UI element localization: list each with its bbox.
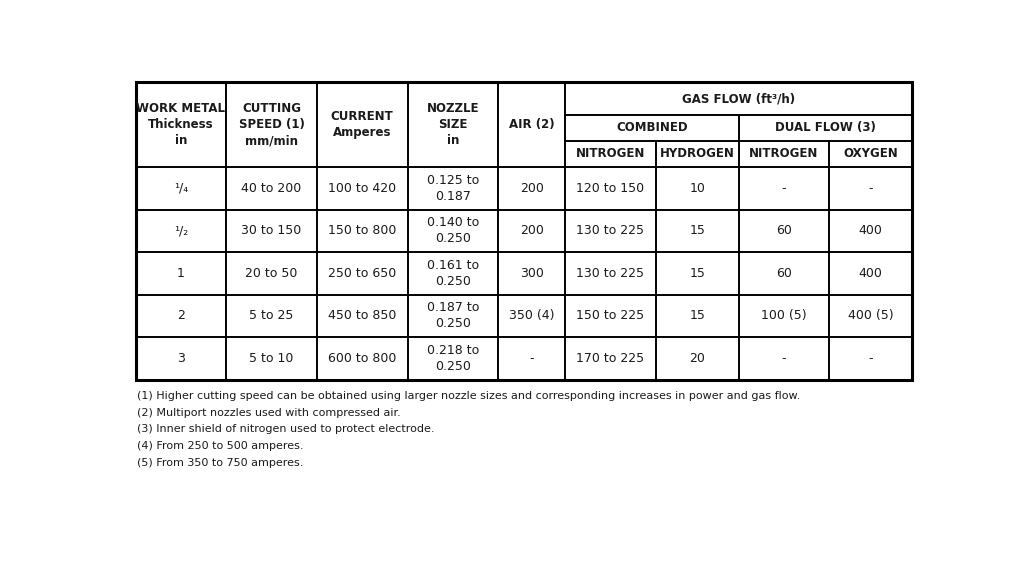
- Bar: [656, 252, 739, 294]
- Bar: [829, 337, 912, 380]
- Text: 120 to 150: 120 to 150: [576, 182, 645, 195]
- Bar: [136, 82, 912, 380]
- Bar: [136, 337, 226, 380]
- Bar: [226, 294, 317, 337]
- Text: OXYGEN: OXYGEN: [843, 147, 898, 161]
- Bar: [226, 167, 317, 210]
- Text: 20: 20: [689, 352, 705, 365]
- Text: 400 (5): 400 (5): [847, 309, 893, 323]
- Text: 130 to 225: 130 to 225: [576, 267, 645, 280]
- Bar: [739, 115, 912, 141]
- Bar: [656, 167, 739, 210]
- Bar: [656, 337, 739, 380]
- Text: 15: 15: [689, 267, 705, 280]
- Text: 150 to 225: 150 to 225: [576, 309, 645, 323]
- Text: 0.161 to
0.250: 0.161 to 0.250: [427, 259, 479, 288]
- Text: 0.125 to
0.187: 0.125 to 0.187: [427, 174, 479, 203]
- Text: 600 to 800: 600 to 800: [328, 352, 397, 365]
- Text: COMBINED: COMBINED: [616, 121, 688, 134]
- Text: (4) From 250 to 500 amperes.: (4) From 250 to 500 amperes.: [137, 441, 304, 451]
- Text: -: -: [869, 352, 873, 365]
- Bar: [829, 294, 912, 337]
- Bar: [739, 210, 829, 252]
- Bar: [498, 252, 565, 294]
- Text: 0.140 to
0.250: 0.140 to 0.250: [427, 217, 479, 245]
- Text: (3) Inner shield of nitrogen used to protect electrode.: (3) Inner shield of nitrogen used to pro…: [137, 425, 434, 434]
- Bar: [408, 167, 498, 210]
- Text: -: -: [782, 182, 786, 195]
- Bar: [317, 252, 408, 294]
- Text: 10: 10: [689, 182, 705, 195]
- Bar: [226, 210, 317, 252]
- Text: 130 to 225: 130 to 225: [576, 225, 645, 237]
- Bar: [656, 294, 739, 337]
- Text: AIR (2): AIR (2): [509, 118, 555, 131]
- Bar: [565, 252, 656, 294]
- Text: CURRENT
Amperes: CURRENT Amperes: [331, 110, 393, 139]
- Bar: [565, 82, 912, 115]
- Text: 0.187 to
0.250: 0.187 to 0.250: [426, 301, 479, 331]
- Bar: [565, 115, 739, 141]
- Text: ¹/₄: ¹/₄: [174, 182, 188, 195]
- Text: 150 to 800: 150 to 800: [328, 225, 397, 237]
- Bar: [136, 167, 226, 210]
- Bar: [498, 337, 565, 380]
- Text: DUAL FLOW (3): DUAL FLOW (3): [775, 121, 876, 134]
- Text: 30 to 150: 30 to 150: [241, 225, 301, 237]
- Bar: [829, 167, 912, 210]
- Text: 200: 200: [520, 225, 544, 237]
- Text: 300: 300: [520, 267, 544, 280]
- Text: 60: 60: [776, 225, 792, 237]
- Bar: [226, 82, 317, 167]
- Text: (5) From 350 to 750 amperes.: (5) From 350 to 750 amperes.: [137, 458, 304, 468]
- Bar: [136, 82, 226, 167]
- Bar: [565, 210, 656, 252]
- Bar: [226, 252, 317, 294]
- Bar: [739, 167, 829, 210]
- Bar: [317, 82, 408, 167]
- Text: 200: 200: [520, 182, 544, 195]
- Bar: [829, 210, 912, 252]
- Text: CUTTING
SPEED (1)
mm/min: CUTTING SPEED (1) mm/min: [239, 103, 305, 147]
- Bar: [656, 210, 739, 252]
- Bar: [565, 141, 656, 167]
- Bar: [739, 141, 829, 167]
- Bar: [498, 82, 565, 167]
- Bar: [829, 252, 912, 294]
- Bar: [408, 337, 498, 380]
- Text: 20 to 50: 20 to 50: [245, 267, 297, 280]
- Text: 1: 1: [177, 267, 185, 280]
- Bar: [565, 337, 656, 380]
- Text: ¹/₂: ¹/₂: [174, 225, 188, 237]
- Bar: [498, 210, 565, 252]
- Text: HYDROGEN: HYDROGEN: [660, 147, 735, 161]
- Text: 3: 3: [177, 352, 185, 365]
- Bar: [408, 82, 498, 167]
- Text: 5 to 25: 5 to 25: [249, 309, 293, 323]
- Text: -: -: [529, 352, 533, 365]
- Text: 100 to 420: 100 to 420: [328, 182, 397, 195]
- Text: 250 to 650: 250 to 650: [328, 267, 397, 280]
- Text: WORK METAL
Thickness
in: WORK METAL Thickness in: [137, 103, 226, 147]
- Bar: [136, 252, 226, 294]
- Text: GAS FLOW (ft³/h): GAS FLOW (ft³/h): [682, 92, 795, 105]
- Text: -: -: [869, 182, 873, 195]
- Bar: [317, 210, 408, 252]
- Bar: [408, 210, 498, 252]
- Text: 400: 400: [858, 225, 882, 237]
- Bar: [136, 210, 226, 252]
- Text: NITROGEN: NITROGEN: [575, 147, 645, 161]
- Text: 15: 15: [689, 309, 705, 323]
- Text: NITROGEN: NITROGEN: [749, 147, 819, 161]
- Text: 170 to 225: 170 to 225: [576, 352, 645, 365]
- Bar: [829, 141, 912, 167]
- Text: (1) Higher cutting speed can be obtained using larger nozzle sizes and correspon: (1) Higher cutting speed can be obtained…: [137, 391, 800, 401]
- Text: 15: 15: [689, 225, 705, 237]
- Text: 100 (5): 100 (5): [761, 309, 806, 323]
- Bar: [408, 252, 498, 294]
- Text: (2) Multiport nozzles used with compressed air.: (2) Multiport nozzles used with compress…: [137, 408, 401, 418]
- Text: 450 to 850: 450 to 850: [328, 309, 397, 323]
- Bar: [317, 337, 408, 380]
- Text: 40 to 200: 40 to 200: [241, 182, 301, 195]
- Bar: [498, 294, 565, 337]
